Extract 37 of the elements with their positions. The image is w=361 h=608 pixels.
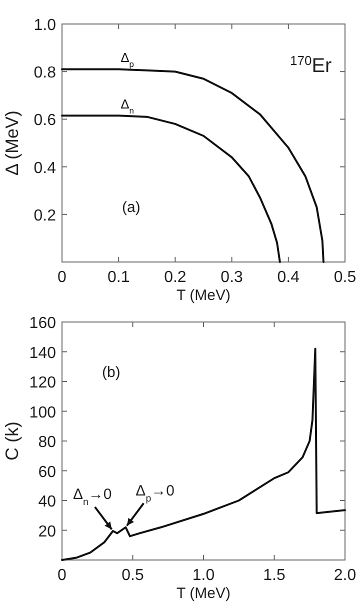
x-tick-label: 0.5 [334, 269, 356, 286]
x-tick-label: 1.5 [263, 567, 286, 584]
annotation: Δ$_{p}$→0 [136, 482, 174, 504]
y-axis-title: Δ (MeV) [2, 110, 22, 176]
y-tick-label: 100 [29, 404, 56, 422]
series-label: Δ$_{p}$ [120, 50, 134, 70]
y-tick-label: 1.0 [34, 17, 56, 34]
y-tick-label: 20 [38, 523, 56, 540]
x-tick-label: 0.1 [107, 269, 130, 286]
annotation: $^{170}$Er [290, 52, 332, 77]
y-tick-label: 0.4 [34, 160, 56, 177]
y-tick-label: 80 [38, 434, 56, 451]
x-tick-label: 0.2 [164, 269, 186, 286]
annotation: (a) [122, 199, 140, 216]
series-label: Δ$_{n}$ [120, 96, 134, 116]
x-tick-label: 0 [58, 269, 67, 286]
y-tick-label: 0.8 [34, 64, 56, 82]
x-tick-label: 0.5 [122, 567, 144, 584]
x-tick-label: 0.3 [220, 269, 244, 286]
x-tick-label: 0.4 [277, 269, 300, 286]
annotation: Δ$_{n}$→0 [72, 486, 112, 508]
x-axis-title: T (MeV) [176, 287, 230, 304]
y-tick-label: 0.2 [34, 207, 56, 224]
y-tick-label: 140 [29, 344, 56, 362]
x-tick-label: 2.0 [334, 567, 356, 584]
y-tick-label: 120 [29, 374, 56, 392]
y-tick-label: 0.6 [34, 112, 56, 130]
y-tick-label: 60 [38, 464, 56, 481]
x-axis-title: T (MeV) [176, 585, 230, 602]
y-tick-label: 40 [38, 494, 56, 510]
x-tick-label: 1.0 [192, 567, 215, 584]
line-series [61, 114, 281, 263]
y-tick-label: 160 [29, 315, 56, 332]
line-series [61, 348, 346, 561]
y-axis-title: C (k) [2, 422, 22, 460]
x-tick-label: 0 [58, 567, 67, 584]
annotation: (b) [102, 364, 120, 381]
